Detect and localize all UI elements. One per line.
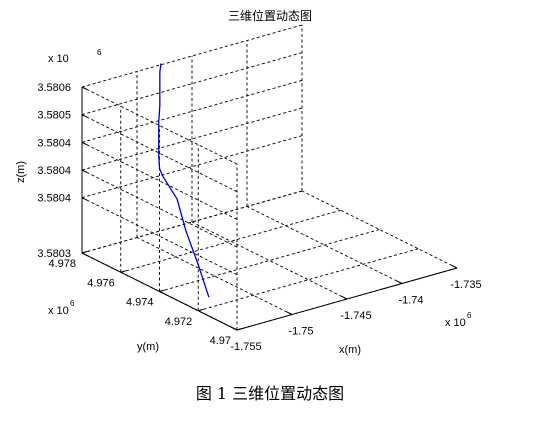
y-tick-label: 4.97 xyxy=(210,335,231,347)
z-tick-mark xyxy=(81,86,88,90)
z-tick-mark xyxy=(81,169,88,173)
y-tick-mark xyxy=(81,251,88,254)
z-tick-mark xyxy=(81,252,88,256)
floor-grid-line xyxy=(191,221,348,300)
chart-title: 三维位置动态图 xyxy=(228,8,312,23)
floor-grid-line xyxy=(120,209,341,273)
side-wall-grid-line xyxy=(81,197,238,276)
floor-grid-line xyxy=(136,237,293,315)
y-tick-mark xyxy=(236,328,243,331)
axis-ticks xyxy=(81,86,458,331)
floor-grid-line xyxy=(246,206,403,284)
x-tick-label: -1.74 xyxy=(398,295,423,307)
z-tick-label: 3.5806 xyxy=(37,82,71,94)
side-wall-grid-line xyxy=(81,114,238,193)
y-exponent-label: x 10 xyxy=(48,305,69,317)
x-axis-label: x(m) xyxy=(339,344,361,356)
floor-grid-line xyxy=(159,229,380,292)
side-wall-grid-line xyxy=(81,169,238,248)
z-tick-label: 3.5803 xyxy=(37,248,71,260)
z-tick-label: 3.5804 xyxy=(37,137,71,149)
z-tick-label: 3.5804 xyxy=(37,193,71,205)
z-exponent-label: x 10 xyxy=(48,53,69,65)
tick-labels: -1.755 -1.75 -1.745 -1.74 -1.735 4.97 4.972 4.9… xyxy=(37,82,481,353)
z-exponent-power: 6 xyxy=(97,48,102,57)
x-tick-mark xyxy=(341,296,348,300)
y-tick-label: 4.972 xyxy=(165,316,193,328)
y-tick-mark xyxy=(198,308,204,312)
z-tick-mark xyxy=(81,141,88,146)
y-exponent-power: 6 xyxy=(70,299,75,308)
side-wall-grid-line xyxy=(81,141,238,220)
x-tick-mark xyxy=(286,311,293,315)
z-axis-label: z(m) xyxy=(15,161,27,183)
y-tick-label: 4.974 xyxy=(126,297,154,309)
floor-grid-line xyxy=(301,190,458,269)
z-tick-mark xyxy=(81,197,88,201)
z-tick-mark xyxy=(81,114,88,118)
y-tick-mark xyxy=(159,289,165,292)
y-tick-mark xyxy=(120,270,126,273)
figure-caption: 图 1 三维位置动态图 xyxy=(195,384,345,403)
floor-grid-line xyxy=(198,248,419,312)
x-tick-mark xyxy=(231,327,238,331)
trajectory-line-0 xyxy=(158,63,210,298)
x-tick-label: -1.755 xyxy=(230,341,261,353)
y-axis-label: y(m) xyxy=(137,341,159,353)
x-exponent-power: 6 xyxy=(467,311,472,320)
x-exponent-label: x 10 xyxy=(445,317,466,329)
x-tick-mark xyxy=(451,265,458,269)
x-tick-label: -1.745 xyxy=(340,310,371,322)
side-wall-grid-line xyxy=(81,86,238,165)
x-tick-label: -1.735 xyxy=(450,279,481,291)
x-tick-mark xyxy=(396,280,403,284)
y-tick-label: 4.978 xyxy=(48,258,76,270)
z-tick-label: 3.5804 xyxy=(37,165,71,177)
z-tick-label: 3.5805 xyxy=(37,110,71,122)
x-tick-label: -1.75 xyxy=(288,326,313,338)
series-layer xyxy=(158,63,210,298)
y-tick-label: 4.976 xyxy=(87,277,115,289)
